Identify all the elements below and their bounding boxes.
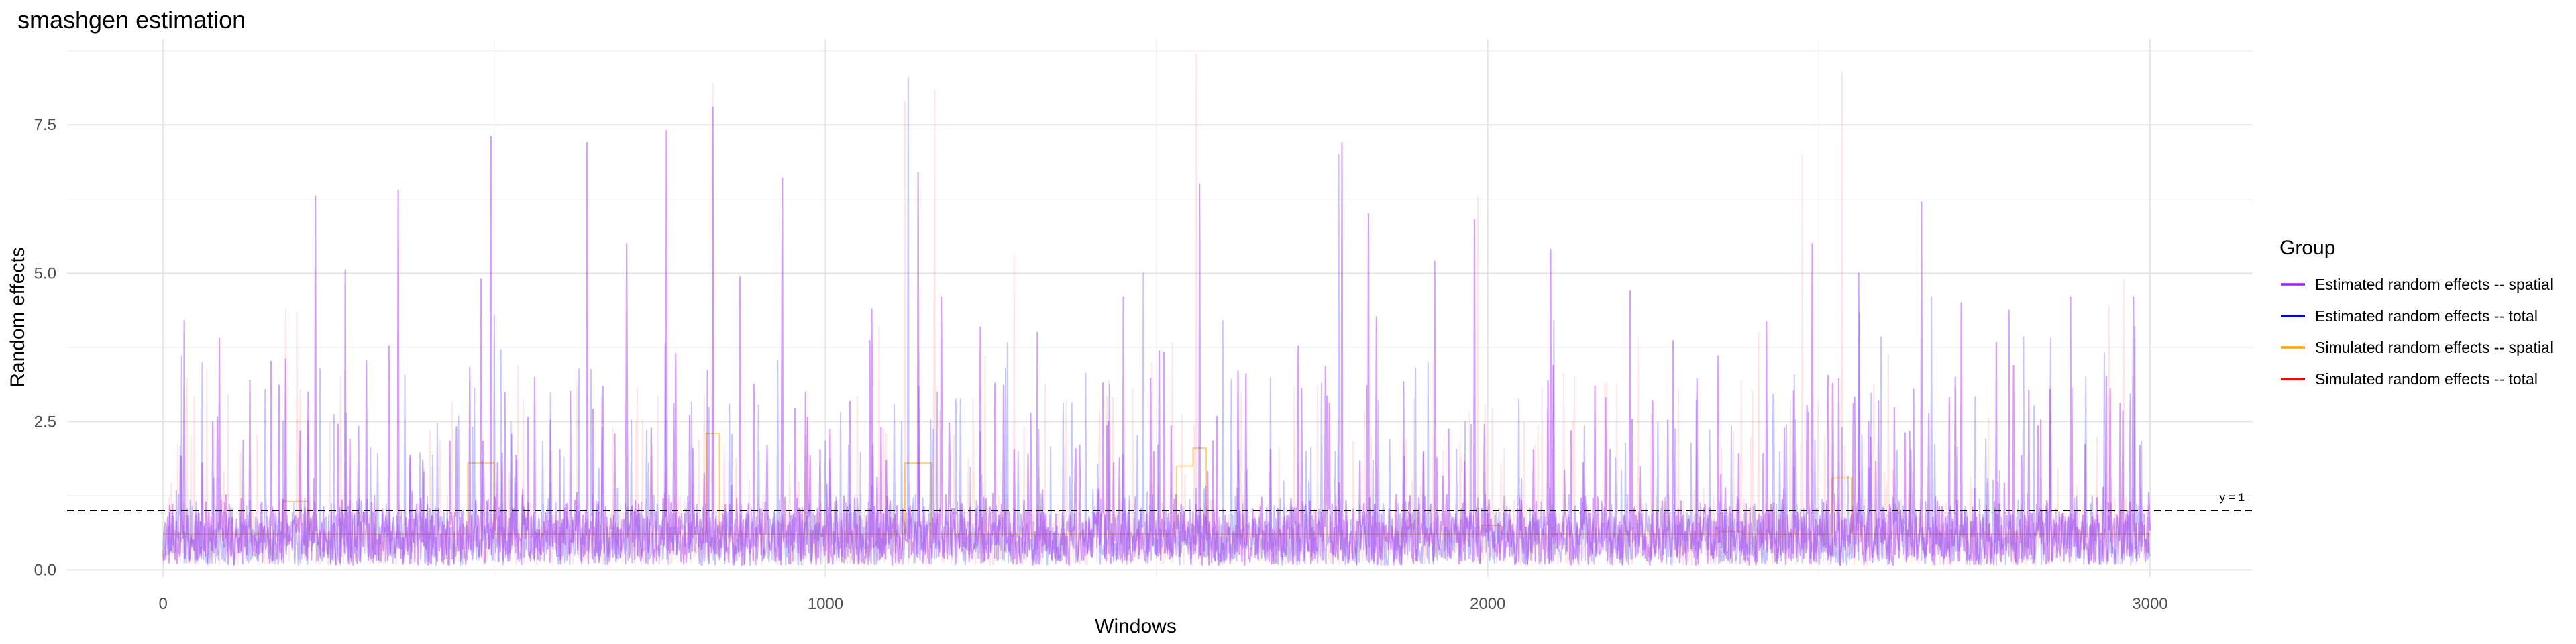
x-axis-ticks: 0 1000 2000 3000 xyxy=(158,595,2167,613)
x-tick-label: 3000 xyxy=(2132,595,2167,613)
y-axis-ticks: 0.0 2.5 5.0 7.5 xyxy=(34,116,56,579)
y-tick-label: 0.0 xyxy=(34,561,56,579)
reference-layer: y = 1 xyxy=(67,491,2253,511)
y-tick-label: 7.5 xyxy=(34,116,56,134)
legend-label: Simulated random effects -- total xyxy=(2315,370,2538,388)
x-tick-label: 2000 xyxy=(1470,595,1505,613)
y-axis-title: Random effects xyxy=(7,247,29,388)
legend-label: Estimated random effects -- spatial xyxy=(2315,276,2553,293)
series-line-estimated-random-effects-spatial xyxy=(162,106,2151,566)
reference-line-label: y = 1 xyxy=(2220,491,2245,504)
series-layer xyxy=(162,53,2151,566)
legend-label: Simulated random effects -- spatial xyxy=(2315,339,2553,356)
legend-label: Estimated random effects -- total xyxy=(2315,307,2538,325)
chart-title: smashgen estimation xyxy=(17,6,246,34)
legend: Group Estimated random effects -- spatia… xyxy=(2279,237,2553,388)
series-line-estimated-random-effects-total xyxy=(162,76,2151,566)
x-tick-label: 1000 xyxy=(808,595,843,613)
grid-major xyxy=(67,39,2253,577)
y-tick-label: 5.0 xyxy=(34,264,56,282)
x-tick-label: 0 xyxy=(158,595,167,613)
series-line-simulated-random-effects-spatial xyxy=(163,433,2150,535)
series-line-simulated-random-effects-total xyxy=(162,53,2151,566)
grid-minor xyxy=(67,39,2253,577)
legend-title: Group xyxy=(2279,237,2335,259)
y-tick-label: 2.5 xyxy=(34,413,56,431)
x-axis-title: Windows xyxy=(1095,615,1177,637)
